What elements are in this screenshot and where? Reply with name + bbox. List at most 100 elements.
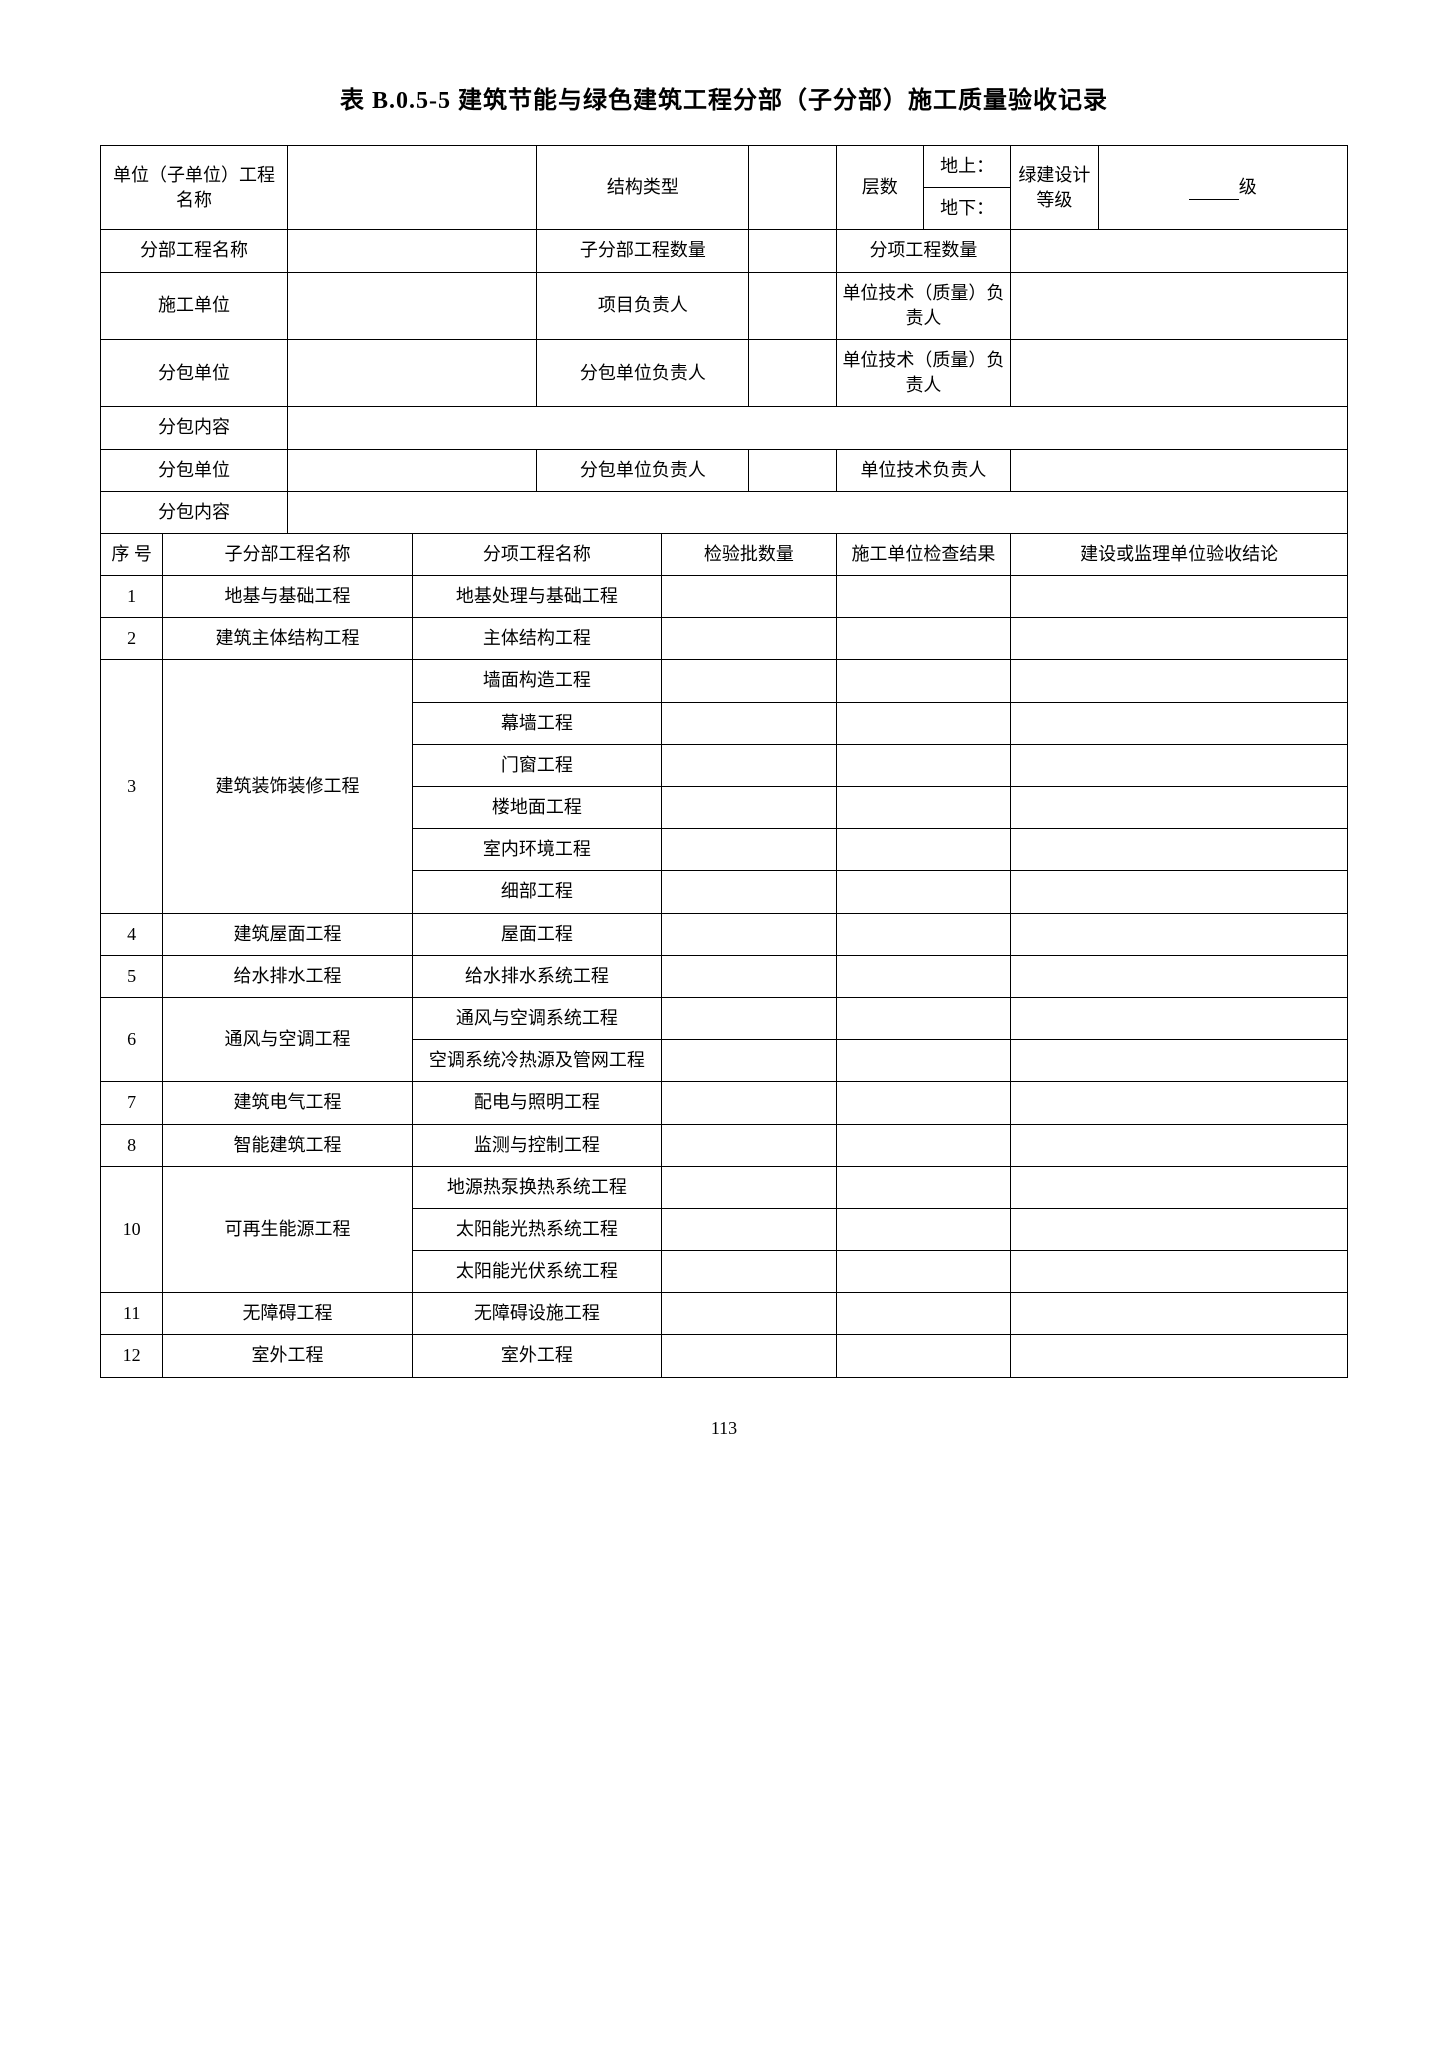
item-cell: 室外工程 [412,1335,661,1377]
item-cell: 楼地面工程 [412,787,661,829]
subcontract-content-value [288,407,1348,449]
subdiv-cell: 可再生能源工程 [163,1166,412,1293]
green-design-value: 级 [1098,146,1348,230]
batch-cell [662,829,837,871]
unit-tech-leader-label3: 单位技术负责人 [836,449,1011,491]
result-cell [836,1335,1011,1377]
result-cell [836,997,1011,1039]
item-cell: 室内环境工程 [412,829,661,871]
subcontract-unit-label: 分包单位 [101,339,288,406]
result-cell [836,955,1011,997]
item-cell: 主体结构工程 [412,618,661,660]
seq-cell: 5 [101,955,163,997]
inspection-record-table: 单位（子单位）工程名称 结构类型 层数 地上： 绿建设计等级 级 地下： 分部工… [100,145,1348,1378]
item-cell: 空调系统冷热源及管网工程 [412,1040,661,1082]
seq-cell: 3 [101,660,163,913]
seq-cell: 2 [101,618,163,660]
seq-cell: 7 [101,1082,163,1124]
subdiv-cell: 给水排水工程 [163,955,412,997]
conclusion-cell [1011,618,1348,660]
floor-count-label: 层数 [836,146,923,230]
struct-type-value [749,146,836,230]
item-cell: 给水排水系统工程 [412,955,661,997]
unit-proj-label: 单位（子单位）工程名称 [101,146,288,230]
batch-cell [662,997,837,1039]
subdiv-cell: 室外工程 [163,1335,412,1377]
green-design-label: 绿建设计等级 [1011,146,1098,230]
conclusion-cell [1011,997,1348,1039]
col-item: 分项工程名称 [412,533,661,575]
item-cell: 门窗工程 [412,744,661,786]
seq-cell: 4 [101,913,163,955]
item-cell: 监测与控制工程 [412,1124,661,1166]
item-cell: 幕墙工程 [412,702,661,744]
subdiv-count-label: 子分部工程数量 [537,230,749,272]
page-number: 113 [100,1418,1348,1439]
batch-cell [662,787,837,829]
batch-cell [662,744,837,786]
result-cell [836,702,1011,744]
result-cell [836,576,1011,618]
conclusion-cell [1011,787,1348,829]
batch-cell [662,1166,837,1208]
col-subdiv: 子分部工程名称 [163,533,412,575]
item-cell: 细部工程 [412,871,661,913]
batch-cell [662,1124,837,1166]
batch-cell [662,1208,837,1250]
col-batch: 检验批数量 [662,533,837,575]
subdiv-cell: 建筑主体结构工程 [163,618,412,660]
unit-tech-leader-label2: 单位技术（质量）负责人 [836,339,1011,406]
subcontract-content-value2 [288,491,1348,533]
seq-cell: 1 [101,576,163,618]
col-construct-result: 施工单位检查结果 [836,533,1011,575]
subdiv-cell: 地基与基础工程 [163,576,412,618]
conclusion-cell [1011,1124,1348,1166]
batch-cell [662,1040,837,1082]
subcontract-leader-value2 [749,449,836,491]
batch-cell [662,1335,837,1377]
conclusion-cell [1011,576,1348,618]
construct-unit-label: 施工单位 [101,272,288,339]
batch-cell [662,618,837,660]
conclusion-cell [1011,913,1348,955]
construct-unit-value [288,272,537,339]
division-name-value [288,230,537,272]
batch-cell [662,955,837,997]
conclusion-cell [1011,1166,1348,1208]
seq-cell: 12 [101,1335,163,1377]
subcontract-leader-label2: 分包单位负责人 [537,449,749,491]
subcontract-leader-value [749,339,836,406]
seq-cell: 10 [101,1166,163,1293]
result-cell [836,744,1011,786]
conclusion-cell [1011,1335,1348,1377]
unit-tech-leader-value3 [1011,449,1348,491]
division-name-label: 分部工程名称 [101,230,288,272]
conclusion-cell [1011,1208,1348,1250]
seq-cell: 8 [101,1124,163,1166]
subdiv-cell: 建筑屋面工程 [163,913,412,955]
item-cell: 屋面工程 [412,913,661,955]
subdiv-cell: 建筑装饰装修工程 [163,660,412,913]
batch-cell [662,913,837,955]
result-cell [836,1040,1011,1082]
conclusion-cell [1011,1293,1348,1335]
result-cell [836,1251,1011,1293]
page-title: 表 B.0.5-5 建筑节能与绿色建筑工程分部（子分部）施工质量验收记录 [100,80,1348,115]
col-seq: 序 号 [101,533,163,575]
struct-type-label: 结构类型 [537,146,749,230]
seq-cell: 11 [101,1293,163,1335]
result-cell [836,871,1011,913]
batch-cell [662,702,837,744]
batch-cell [662,1251,837,1293]
result-cell [836,787,1011,829]
batch-cell [662,660,837,702]
result-cell [836,1208,1011,1250]
batch-cell [662,576,837,618]
result-cell [836,660,1011,702]
subdiv-cell: 无障碍工程 [163,1293,412,1335]
item-cell: 墙面构造工程 [412,660,661,702]
conclusion-cell [1011,1251,1348,1293]
unit-tech-leader-label: 单位技术（质量）负责人 [836,272,1011,339]
project-leader-value [749,272,836,339]
subdiv-cell: 通风与空调工程 [163,997,412,1081]
